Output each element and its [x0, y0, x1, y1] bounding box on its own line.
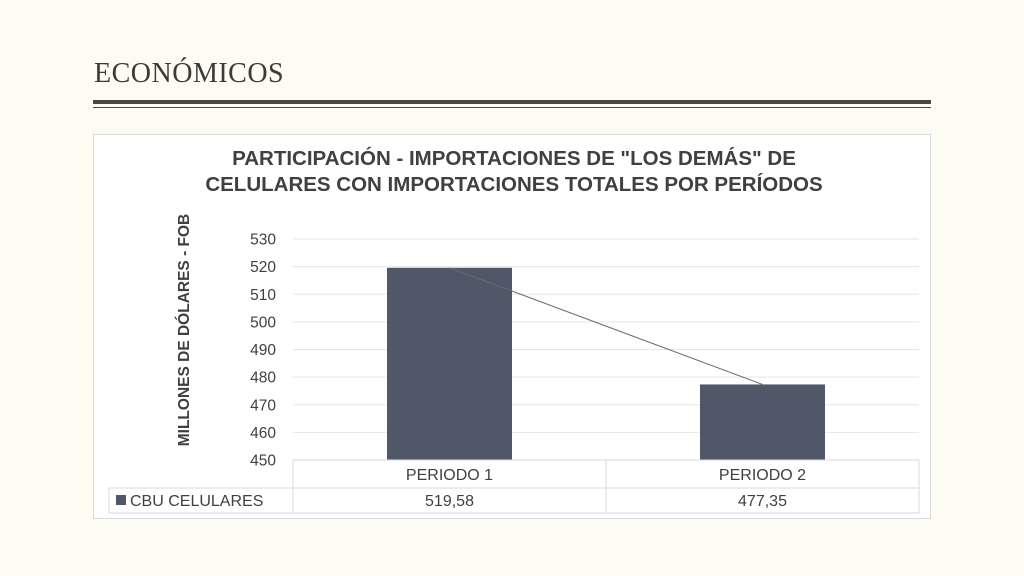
- y-tick-label: 510: [250, 287, 276, 304]
- legend-key: [116, 495, 126, 505]
- x-category-label: PERIODO 2: [719, 467, 806, 484]
- y-tick-label: 470: [250, 397, 276, 414]
- slide-title: ECONÓMICOS: [94, 58, 285, 89]
- bar: [387, 267, 512, 460]
- legend-series-name: CBU CELULARES: [130, 493, 263, 510]
- title-divider-thick: [93, 100, 931, 104]
- y-tick-label: 450: [250, 453, 276, 470]
- data-table-value: 477,35: [738, 493, 787, 510]
- data-table-value: 519,58: [425, 493, 474, 510]
- y-tick-label: 530: [250, 232, 276, 249]
- y-tick-label: 480: [250, 370, 276, 387]
- y-tick-label: 520: [250, 259, 276, 276]
- x-category-label: PERIODO 1: [406, 467, 493, 484]
- title-divider-thin: [93, 107, 931, 108]
- y-tick-label: 500: [250, 314, 276, 331]
- bar: [700, 384, 825, 460]
- trendline: [449, 267, 763, 385]
- y-tick-label: 490: [250, 342, 276, 359]
- y-tick-label: 460: [250, 425, 276, 442]
- chart-title: PARTICIPACIÓN - IMPORTACIONES DE "LOS DE…: [205, 147, 823, 196]
